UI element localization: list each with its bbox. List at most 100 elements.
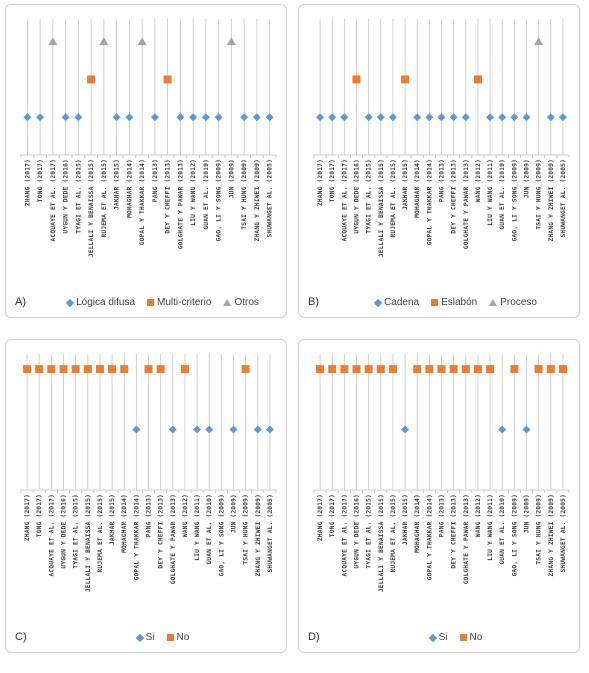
- square-legend-icon: [459, 634, 467, 641]
- diamond-marker: [546, 113, 555, 122]
- diamond-legend-icon: [428, 633, 437, 642]
- diamond-legend-icon: [373, 298, 383, 307]
- x-tick-label: ZHANG Y ZHIWEI (2009): [254, 159, 261, 241]
- x-tick-label: WANG (2012): [475, 494, 482, 537]
- x-tick-label: SHUWANGET AL. (2005): [560, 494, 567, 573]
- x-tick-label: RUJEMA ET AL. (2015): [97, 494, 104, 573]
- triangle-marker: [48, 37, 58, 46]
- square-marker: [437, 365, 446, 374]
- square-marker: [352, 365, 361, 374]
- x-tick-label: TSAI Y HUNG (2009): [536, 494, 543, 565]
- diamond-marker: [558, 113, 567, 122]
- triangle-marker: [99, 37, 109, 46]
- x-tick-label: SHUWANGET AL. (2005): [560, 159, 567, 238]
- x-tick-label: JAKHAR (2015): [114, 159, 121, 210]
- x-tick-label: TYAGI ET AL. (2015): [73, 494, 80, 569]
- chart-d-legend: Si No: [339, 632, 573, 643]
- x-tick-label: JAKHAR (2015): [402, 159, 409, 210]
- x-tick-label: TONG (2017): [36, 494, 43, 537]
- x-tick-label: ZHANG (2017): [317, 494, 324, 541]
- chart-c-plot: ZHANG (2017) TONG (2017) ACQUAYE ET AL. (2…: [20, 354, 277, 592]
- triangle-marker: [137, 37, 147, 46]
- legend-label: No: [176, 632, 190, 643]
- square-marker: [510, 365, 519, 374]
- x-tick-label: UYGUN Y DEDE (2016): [63, 159, 70, 234]
- diamond-marker: [486, 113, 495, 122]
- diamond-marker: [376, 113, 385, 122]
- x-tick-label: TONG (2017): [329, 494, 336, 537]
- x-tick-label: TSAI Y HUNG (2009): [241, 159, 248, 230]
- x-tick-label: GOLGHATE Y PAWAR (2013): [170, 494, 177, 584]
- chart-a-letter: A): [15, 296, 26, 308]
- x-tick-label: TONG (2017): [329, 159, 336, 202]
- x-tick-label: UYGUN Y DEDE (2016): [354, 494, 361, 569]
- x-tick-label: GUAN ET AL. (2010): [499, 494, 506, 565]
- diamond-legend-icon: [65, 298, 75, 307]
- x-tick-label: LIU Y WANG (2011): [487, 494, 494, 561]
- square-marker: [241, 365, 250, 374]
- diamond-marker: [176, 113, 185, 122]
- diamond-marker: [253, 425, 262, 434]
- chart-b-plot: ZHANG (2017) TONG (2017) ACQUAYE ET AL. (2…: [313, 19, 570, 257]
- x-tick-label: GUAN ET AL. (2010): [499, 159, 506, 230]
- chart-panel-a: ZHANG (2017) TONG (2017) ACQUAYE ET AL. (2…: [5, 4, 287, 318]
- square-marker: [35, 365, 44, 374]
- diamond-marker: [364, 113, 373, 122]
- x-tick-label: MOHAGHAR (2014): [121, 494, 128, 553]
- legend-item: Lógica difusa: [65, 297, 135, 308]
- x-tick-label: JELLALI Y BENAISSA (2015): [378, 159, 385, 257]
- x-tick-label: ZHANG Y ZHIWEI (2009): [255, 494, 262, 576]
- square-marker: [83, 365, 92, 374]
- x-tick-label: ZHANG Y ZHIWEI (2009): [548, 494, 555, 576]
- diamond-marker: [189, 113, 198, 122]
- legend-label: Si: [438, 632, 448, 643]
- x-tick-label: JAKHAR (2015): [109, 494, 116, 545]
- x-tick-label: TSAI Y HUNG (2009): [243, 494, 250, 565]
- x-tick-label: ACQUAYE ET AL. (2017): [48, 494, 55, 576]
- x-tick-label: ZHANG (2017): [24, 494, 31, 541]
- legend-label: Si: [145, 632, 155, 643]
- x-tick-label: JUN (2009): [228, 159, 235, 198]
- x-tick-label: GOPAL Y THAKKAR (2014): [426, 494, 433, 580]
- square-marker: [163, 75, 172, 84]
- x-tick-label: GAO, LI Y SONG (2009): [218, 494, 225, 576]
- x-tick-label: JUN (2009): [231, 494, 238, 533]
- x-tick-label: TYAGI ET AL. (2015): [366, 494, 373, 569]
- diamond-marker: [23, 113, 32, 122]
- square-marker: [156, 365, 165, 374]
- legend-item: Proceso: [489, 297, 537, 308]
- diamond-marker: [61, 113, 70, 122]
- x-tick-label: PANG (2013): [146, 494, 153, 537]
- legend-item: No: [166, 632, 190, 643]
- diamond-marker: [265, 425, 274, 434]
- legend-label: Otros: [234, 297, 259, 308]
- square-marker: [316, 365, 325, 374]
- x-tick-label: GOLGHATE Y PAWAR (2013): [463, 159, 470, 249]
- square-marker: [23, 365, 32, 374]
- diamond-marker: [498, 425, 507, 434]
- x-tick-label: TONG (2017): [37, 159, 44, 202]
- x-tick-label: DEY Y CHEFFI (2013): [451, 159, 458, 234]
- diamond-marker: [229, 425, 238, 434]
- chart-c-letter: C): [15, 631, 27, 643]
- square-marker: [376, 365, 385, 374]
- x-tick-label: GOPAL Y THAKKAR (2014): [426, 159, 433, 245]
- square-marker: [449, 365, 458, 374]
- square-marker: [534, 365, 543, 374]
- square-marker: [352, 75, 361, 84]
- x-tick-label: MOHAGHAR (2014): [126, 159, 133, 218]
- x-tick-label: UYGUN Y DEDE (2016): [354, 159, 361, 234]
- x-tick-label: GAO, LI Y SONG (2009): [216, 159, 223, 241]
- diamond-marker: [461, 113, 470, 122]
- chart-c-legend: Si No: [46, 632, 280, 643]
- diamond-marker: [510, 113, 519, 122]
- chart-a-legend: Lógica difusa Multi-criterio Otros: [46, 297, 280, 308]
- x-tick-label: JELLALI Y BENAISSA (2015): [88, 159, 95, 257]
- square-marker: [473, 365, 482, 374]
- diamond-marker: [150, 113, 159, 122]
- legend-label: Eslabón: [441, 297, 478, 308]
- square-marker: [425, 365, 434, 374]
- legend-item: No: [459, 632, 482, 643]
- chart-panel-d: ZHANG (2017) TONG (2017) ACQUAYE ET AL. (2…: [298, 339, 580, 653]
- square-marker: [558, 365, 567, 374]
